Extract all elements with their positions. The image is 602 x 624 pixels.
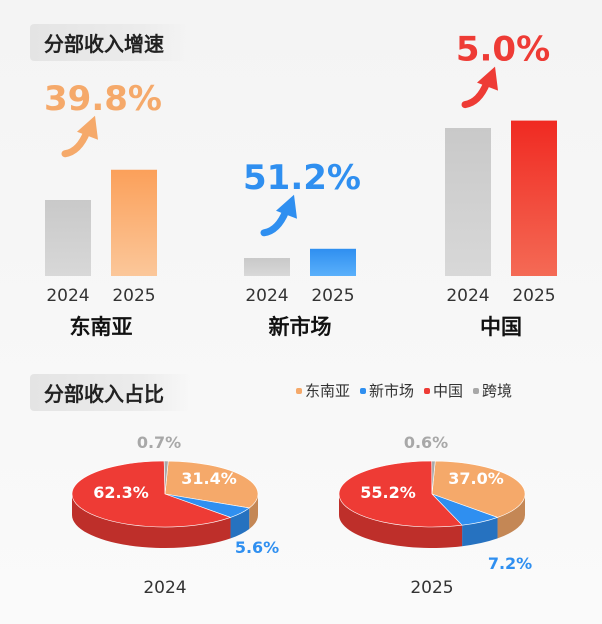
share-legend: 东南亚 新市场 中国 跨境 xyxy=(296,380,512,401)
growth-label-china: 5.0% xyxy=(456,30,550,70)
pie-label-china-2025: 55.2% xyxy=(360,483,416,502)
pie-label-sea-2025: 37.0% xyxy=(448,469,504,488)
pie-side-new-2025 xyxy=(462,517,498,547)
legend-label-new: 新市场 xyxy=(369,382,415,400)
pie-label-sea-2024: 31.4% xyxy=(181,469,237,488)
bar-china-2024 xyxy=(445,128,491,276)
legend-label-cross: 跨境 xyxy=(482,382,513,400)
pie-label-china-2024: 62.3% xyxy=(93,483,149,502)
pie-side-china-2024 xyxy=(72,494,231,549)
growth-section-title: 分部收入增速 xyxy=(30,24,190,61)
share-section-title: 分部收入占比 xyxy=(30,374,190,411)
bar-new-2025 xyxy=(310,248,356,276)
legend-item-china: 中国 xyxy=(424,380,463,401)
pie-label-cross-2024: 0.7% xyxy=(137,433,181,452)
pie-side-sea-2024 xyxy=(249,494,258,529)
region-label-china: 中国 xyxy=(480,315,522,339)
pie-label-cross-2025: 0.6% xyxy=(404,433,448,452)
year-label-sea-2024: 2024 xyxy=(46,286,89,306)
bar-china-2025 xyxy=(511,120,557,276)
growth-arrow-icon-new xyxy=(260,194,297,237)
pie-slice-sea-2025 xyxy=(431,460,526,518)
legend-label-china: 中国 xyxy=(433,382,464,400)
pie-year-label-2024: 2024 xyxy=(143,578,186,598)
growth-arrow-icon-china xyxy=(461,66,498,109)
pie-side-new-2024 xyxy=(230,507,250,539)
legend-swatch-china xyxy=(424,387,431,394)
pie-year-label-2025: 2025 xyxy=(410,578,453,598)
legend-label-sea: 东南亚 xyxy=(305,382,351,400)
pie-slice-sea-2024 xyxy=(164,460,259,509)
legend-swatch-sea xyxy=(296,387,302,394)
year-label-new-2024: 2024 xyxy=(245,286,288,306)
region-label-new: 新市场 xyxy=(269,315,332,339)
pie-slice-china-2025 xyxy=(338,460,463,528)
legend-swatch-new xyxy=(360,387,367,394)
pie-slice-china-2024 xyxy=(71,460,232,528)
bar-new-2024 xyxy=(244,258,290,276)
year-label-china-2024: 2024 xyxy=(446,286,489,306)
legend-item-sea: 东南亚 xyxy=(296,380,350,401)
year-label-new-2025: 2025 xyxy=(311,286,354,306)
growth-label-new: 51.2% xyxy=(243,158,361,198)
pie-side-sea-2025 xyxy=(497,494,525,539)
bar-sea-2024 xyxy=(45,200,91,276)
growth-label-sea: 39.8% xyxy=(44,79,162,119)
pie-side-china-2025 xyxy=(339,494,463,548)
pie-slice-cross-2025 xyxy=(431,460,436,495)
pie-label-new-2025: 7.2% xyxy=(488,554,532,573)
pie-label-new-2024: 5.6% xyxy=(235,538,279,557)
pie-slice-cross-2024 xyxy=(163,460,169,495)
bar-sea-2025 xyxy=(111,169,157,276)
year-label-sea-2025: 2025 xyxy=(112,286,155,306)
pie-2025: 37.0% 7.2% 55.2% 0.6% 2025 xyxy=(338,433,532,598)
growth-arrow-icon-sea xyxy=(61,115,98,158)
legend-swatch-cross xyxy=(473,387,480,394)
pie-2024: 31.4% 5.6% 62.3% 0.7% 2024 xyxy=(71,433,279,598)
region-label-sea: 东南亚 xyxy=(70,315,133,339)
year-label-china-2025: 2025 xyxy=(512,286,555,306)
legend-item-new: 新市场 xyxy=(360,380,414,401)
legend-item-cross: 跨境 xyxy=(473,380,512,401)
